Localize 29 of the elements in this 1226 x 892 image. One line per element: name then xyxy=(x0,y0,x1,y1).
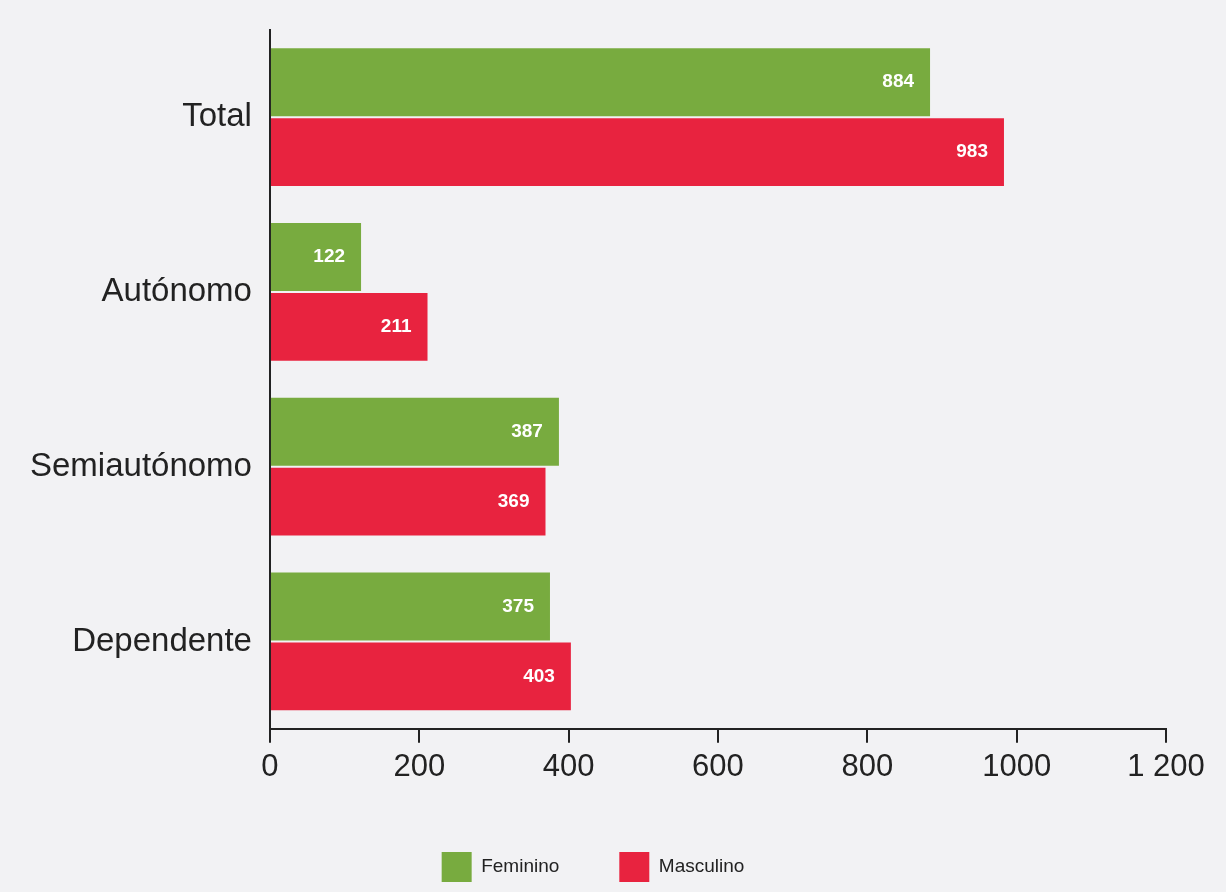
data-label: 211 xyxy=(380,315,412,337)
y-tick-label: Total xyxy=(182,96,252,134)
y-tick-label: Semiautónomo xyxy=(29,445,252,483)
data-label: 884 xyxy=(882,70,915,92)
x-tick-label: 200 xyxy=(393,747,446,783)
x-tick-label: 1 200 xyxy=(1127,747,1205,783)
y-tick-label: Autónomo xyxy=(101,271,252,309)
data-label: 375 xyxy=(502,594,535,616)
x-tick-label: 800 xyxy=(841,747,894,783)
x-tick-label: 600 xyxy=(692,747,744,783)
x-tick-label: 400 xyxy=(542,747,595,783)
legend-label: Masculino xyxy=(658,855,745,877)
data-label: 403 xyxy=(523,664,555,686)
bar xyxy=(270,397,559,466)
bar xyxy=(270,642,571,711)
bar xyxy=(270,467,546,536)
x-tick-label: 1000 xyxy=(982,747,1052,783)
y-tick-label: Dependente xyxy=(72,620,252,658)
bar xyxy=(270,572,550,641)
data-label: 387 xyxy=(511,419,543,441)
data-label: 122 xyxy=(313,245,346,267)
bar xyxy=(270,118,1004,187)
legend-label: Feminino xyxy=(481,855,560,877)
data-label: 983 xyxy=(956,140,988,162)
bar xyxy=(270,48,931,117)
bar xyxy=(270,223,362,291)
data-label: 369 xyxy=(497,489,530,511)
bar xyxy=(270,292,428,361)
x-tick-label: 0 xyxy=(261,747,279,783)
